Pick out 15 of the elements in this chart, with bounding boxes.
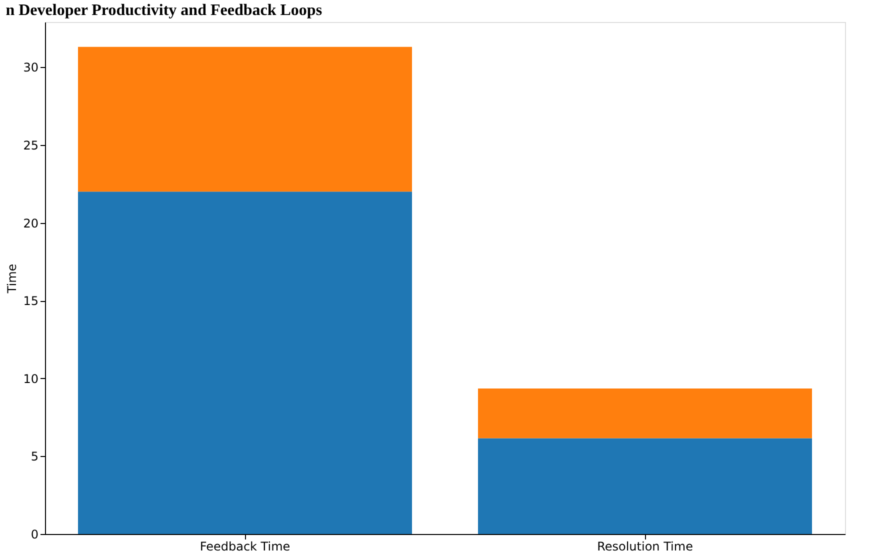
x-tick-label: Resolution Time	[597, 540, 693, 553]
bar	[478, 438, 812, 534]
y-tick-label: 5	[30, 450, 38, 464]
y-tick-label: 15	[23, 294, 38, 308]
bar	[78, 192, 412, 534]
bar	[78, 46, 412, 192]
y-tick-label: 0	[30, 528, 38, 542]
x-tick-label: Feedback Time	[200, 540, 290, 553]
y-tick-label: 25	[23, 138, 38, 152]
y-axis-title: Time	[5, 264, 20, 294]
bar	[478, 388, 812, 438]
y-tick-label: 10	[23, 372, 38, 386]
chart-title: n Developer Productivity and Feedback Loops	[6, 2, 322, 19]
y-tick-label: 20	[23, 216, 38, 230]
y-tick-label: 30	[23, 60, 38, 75]
